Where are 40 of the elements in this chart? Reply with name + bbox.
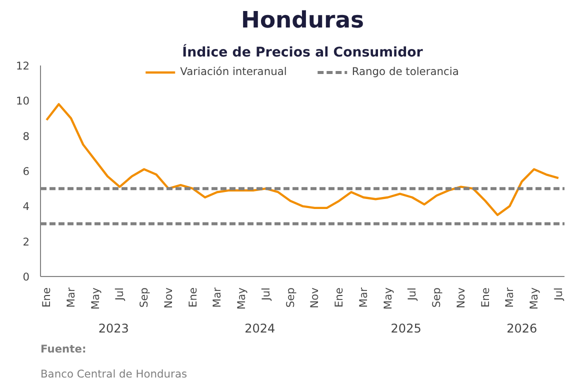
legend-label: Rango de tolerancia <box>352 65 459 78</box>
y-tick-label: 6 <box>22 165 30 178</box>
x-tick-label: Sep <box>284 287 297 308</box>
x-tick-label: Mar <box>210 286 224 308</box>
x-tick-label: May <box>528 288 541 310</box>
text: Banco Central de Honduras <box>40 368 188 380</box>
chart-title: Honduras <box>241 8 364 34</box>
legend-label: Variación interanual <box>180 65 287 78</box>
x-tick-label: Jul <box>552 288 565 302</box>
x-tick-label: Sep <box>138 287 151 308</box>
y-tick-label: 8 <box>22 130 30 143</box>
text: 2024 <box>244 322 276 336</box>
text: 2025 <box>390 322 422 336</box>
x-tick-label: May <box>235 288 248 310</box>
x-tick-label: May <box>381 288 394 310</box>
x-tick-label: Mar <box>503 286 516 308</box>
x-tick-label: Ene <box>332 287 346 308</box>
text: 2023 <box>98 322 129 336</box>
x-tick-label: Nov <box>162 287 175 308</box>
x-tick-label: Jul <box>113 288 126 302</box>
x-tick-label: Nov <box>454 287 468 308</box>
x-tick-label: Ene <box>40 287 54 308</box>
x-tick-label: Mar <box>64 286 78 308</box>
x-tick-label: Ene <box>478 287 492 308</box>
y-tick-label: 12 <box>16 60 30 72</box>
x-tick-label: Mar <box>356 286 370 308</box>
text: 2026 <box>506 322 538 336</box>
x-tick-label: Jul <box>406 288 419 302</box>
x-tick-label: Ene <box>186 287 200 308</box>
x-tick-label: Sep <box>430 287 444 308</box>
x-tick-label: Jul <box>259 288 272 302</box>
line-series <box>45 103 560 216</box>
chart-subtitle: Índice de Precios al Consumidor <box>182 44 424 60</box>
y-tick-label: 4 <box>22 200 30 214</box>
x-tick-label: May <box>88 288 102 310</box>
y-tick-label: 0 <box>22 270 30 284</box>
y-tick-label: 10 <box>16 94 30 108</box>
x-tick-label: Nov <box>308 287 322 308</box>
y-tick-label: 2 <box>22 235 30 248</box>
source-note: Fuente: <box>40 342 86 356</box>
